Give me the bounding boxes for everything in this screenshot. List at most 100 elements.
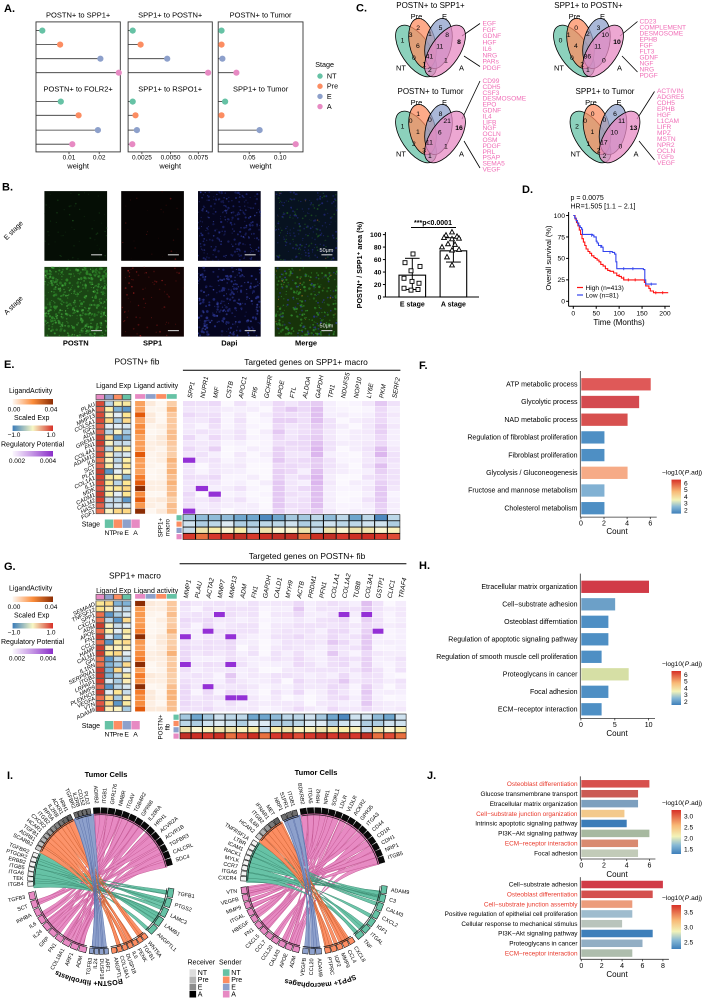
svg-text:2.0: 2.0: [684, 835, 693, 842]
svg-text:NDUFS5: NDUFS5: [340, 372, 351, 399]
svg-text:Ligand activity: Ligand activity: [134, 588, 179, 595]
svg-text:ITGA6: ITGA6: [8, 869, 24, 877]
svg-text:4: 4: [574, 43, 578, 50]
svg-text:−1.0: −1.0: [8, 630, 21, 637]
svg-text:NOP10: NOP10: [353, 376, 364, 399]
svg-text:50μm: 50μm: [320, 248, 334, 254]
svg-text:IL6: IL6: [86, 458, 97, 467]
svg-text:Ligand Exp: Ligand Exp: [96, 588, 131, 595]
svg-text:11: 11: [618, 118, 625, 125]
svg-text:IGF2: IGF2: [82, 424, 97, 435]
svg-text:PDGF: PDGF: [483, 65, 501, 72]
svg-text:6: 6: [641, 963, 645, 970]
svg-text:MMP1: MMP1: [183, 579, 193, 599]
svg-text:5: 5: [613, 722, 617, 729]
svg-text:B.: B.: [2, 182, 13, 194]
svg-text:EPHB: EPHB: [657, 106, 676, 113]
svg-text:Ligand activity: Ligand activity: [134, 383, 179, 390]
svg-text:MMP9: MMP9: [339, 952, 350, 969]
svg-text:MIF: MIF: [212, 386, 221, 399]
svg-text:POSTN+: POSTN+: [158, 714, 165, 739]
svg-text:COL1A1: COL1A1: [330, 573, 341, 599]
svg-text:Regulation of fibroblast proli: Regulation of fibroblast proliferation: [467, 435, 577, 442]
svg-text:G.: G.: [4, 561, 16, 573]
svg-text:Targeted genes on SPP1+ macro: Targeted genes on SPP1+ macro: [244, 357, 368, 367]
svg-text:FGF1: FGF1: [80, 509, 96, 521]
svg-text:ANGPTL1: ANGPTL1: [112, 957, 122, 982]
svg-text:3.0: 3.0: [684, 813, 693, 820]
svg-text:0.10: 0.10: [274, 155, 287, 162]
svg-text:Glucose transmembrane transpor: Glucose transmembrane transport: [481, 791, 578, 798]
svg-text:E: E: [124, 530, 129, 537]
svg-text:6: 6: [684, 672, 688, 679]
svg-text:SPP1: SPP1: [143, 339, 162, 348]
svg-text:PRL: PRL: [483, 149, 496, 156]
svg-text:SORL1: SORL1: [331, 788, 341, 807]
svg-text:Cell−substrate adhesion: Cell−substrate adhesion: [509, 882, 578, 889]
svg-text:SPP1: SPP1: [187, 381, 197, 399]
svg-text:0.0075: 0.0075: [188, 155, 208, 162]
svg-text:VTN: VTN: [83, 701, 97, 712]
svg-text:Fructose and mannose metabolis: Fructose and mannose metabolism: [468, 488, 577, 495]
svg-text:GSTP1: GSTP1: [375, 576, 386, 599]
svg-text:PLAT: PLAT: [81, 470, 97, 482]
svg-text:GDNF: GDNF: [640, 55, 659, 62]
svg-text:Tumor Cells: Tumor Cells: [295, 768, 338, 777]
svg-text:A: A: [231, 992, 236, 999]
svg-text:Cell−substrate junction organi: Cell−substrate junction organization: [476, 811, 578, 818]
svg-text:DUSP18: DUSP18: [98, 958, 104, 979]
svg-text:0: 0: [570, 55, 574, 62]
svg-text:0: 0: [619, 143, 623, 150]
svg-text:Receiver: Receiver: [188, 960, 216, 967]
svg-text:8: 8: [439, 111, 443, 118]
svg-text:5: 5: [684, 487, 688, 494]
svg-text:4: 4: [625, 863, 629, 870]
svg-text:50μm: 50μm: [320, 324, 334, 330]
svg-text:ITGA5: ITGA5: [306, 788, 313, 804]
svg-text:LigandActivity: LigandActivity: [9, 586, 53, 593]
svg-text:SPP1+ to POSTN+: SPP1+ to POSTN+: [554, 1, 623, 10]
svg-text:A: A: [327, 102, 332, 111]
svg-text:75: 75: [557, 234, 565, 241]
svg-text:Count: Count: [606, 729, 628, 738]
svg-text:6: 6: [684, 480, 688, 487]
svg-text:P: P: [685, 895, 690, 902]
svg-text:13: 13: [630, 125, 638, 132]
svg-text:3.5: 3.5: [684, 909, 693, 916]
svg-text:NT: NT: [231, 970, 241, 977]
svg-text:TGFB1: TGFB1: [177, 891, 195, 900]
svg-text:TNF: TNF: [361, 939, 373, 951]
svg-text:20: 20: [374, 282, 382, 289]
svg-text:Merge: Merge: [295, 339, 317, 348]
svg-text:FTL: FTL: [289, 386, 298, 399]
svg-text:POSTN+ to FOLR2+: POSTN+ to FOLR2+: [44, 85, 114, 94]
svg-text:Osteoblast differntiation: Osteoblast differntiation: [504, 619, 578, 626]
svg-text:Proteoglycans in cancer: Proteoglycans in cancer: [509, 941, 578, 948]
svg-text:CD23: CD23: [640, 19, 657, 26]
svg-text:1: 1: [586, 67, 590, 74]
svg-text:3: 3: [684, 692, 688, 699]
svg-text:0: 0: [583, 118, 587, 125]
svg-text:HRH2: HRH2: [316, 789, 323, 804]
svg-text:CLIC1: CLIC1: [387, 579, 397, 599]
svg-text:LTBR: LTBR: [232, 836, 247, 848]
svg-text:DESMOSOME: DESMOSOME: [640, 31, 684, 38]
svg-text:OSM: OSM: [483, 137, 498, 144]
svg-text:Focal adhesion: Focal adhesion: [530, 689, 578, 696]
svg-text:High (n=413): High (n=413): [586, 285, 624, 292]
svg-text:SPP1: SPP1: [80, 613, 96, 625]
svg-text:6: 6: [647, 863, 651, 870]
svg-text:POSTN+ to Tumor: POSTN+ to Tumor: [230, 11, 292, 20]
svg-text:PSAP: PSAP: [483, 155, 501, 162]
svg-text:NAD metabolic process: NAD metabolic process: [504, 417, 578, 424]
svg-text:CCL20: CCL20: [309, 958, 315, 975]
svg-text:0.002: 0.002: [9, 656, 26, 663]
svg-text:p = 0.0075: p = 0.0075: [571, 195, 604, 202]
svg-text:E: E: [124, 732, 129, 739]
svg-text:8: 8: [457, 39, 461, 46]
svg-text:E.: E.: [4, 359, 14, 371]
svg-text:A stage: A stage: [441, 302, 466, 309]
svg-text:ITGB4: ITGB4: [8, 882, 24, 889]
svg-text:GDNF: GDNF: [483, 108, 502, 115]
svg-text:ALDOA: ALDOA: [302, 376, 313, 400]
